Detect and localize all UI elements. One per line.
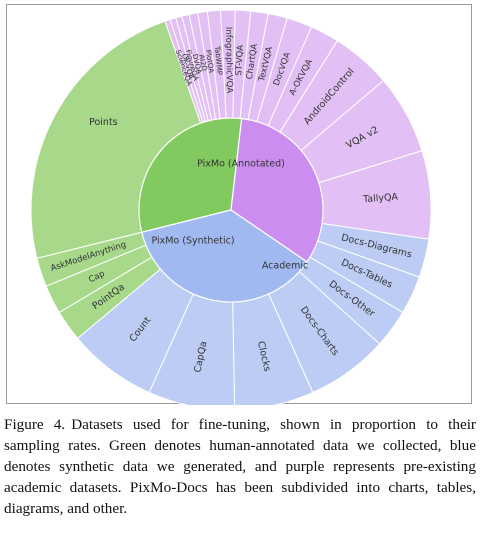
- outer-label-plotqa: PlotQA: [204, 49, 215, 74]
- figure-frame: Points ScienceQA OK-VQA FigureQA DVQA AI2D Plo…: [6, 4, 472, 405]
- outer-label-tallyqa: TallyQA: [362, 192, 399, 206]
- caption-text: Datasets used for fine-tuning, shown in …: [4, 416, 476, 517]
- outer-label-ai2d: AI2D: [197, 54, 208, 72]
- outer-label-infographicvqa: InfographicVQA: [223, 27, 234, 94]
- inner-label-pixmo-annotated: PixMo (Annotated): [197, 159, 285, 170]
- caption-label: Figure 4.: [4, 416, 66, 433]
- inner-label-academic: Academic: [262, 261, 308, 272]
- figure-caption: Figure 4. Datasets used for fine-tuning, …: [4, 414, 476, 519]
- inner-segment-pixmo-annotated: [138, 117, 243, 233]
- inner-segment-pixmo-synthetic: [141, 209, 308, 303]
- outer-label-st-vqa: ST-VQA: [234, 44, 246, 75]
- inner-segment-academic: [230, 117, 324, 263]
- outer-label-points: Points: [89, 117, 118, 128]
- sunburst-chart: PointsScienceQAOK-VQAFigureQADVQAAI2DPlo…: [30, 9, 432, 405]
- inner-label-pixmo-synthetic: PixMo (Synthetic): [151, 236, 234, 247]
- outer-label-tabwmp: TabWMP: [213, 45, 224, 76]
